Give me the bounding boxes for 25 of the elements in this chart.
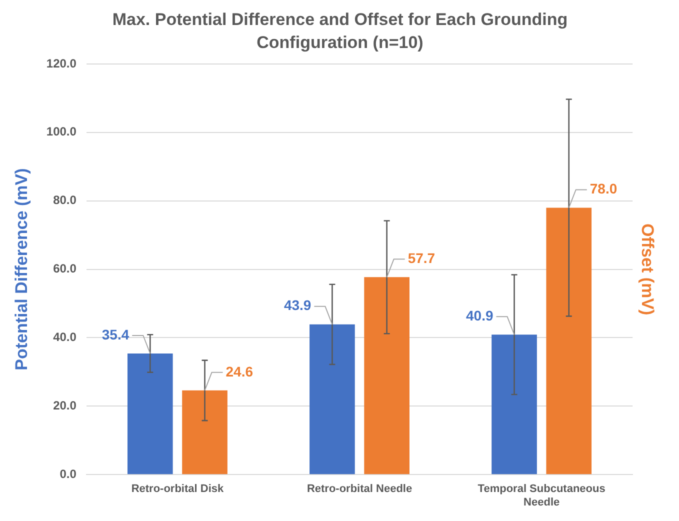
y-tick-label: 80.0 bbox=[53, 193, 77, 208]
x-tick-label: Retro-orbital Needle bbox=[306, 483, 412, 496]
x-tick-label: Retro-orbital Disk bbox=[131, 483, 224, 496]
y-tick-label: 0.0 bbox=[60, 466, 77, 481]
bar bbox=[364, 277, 410, 474]
bar bbox=[127, 353, 173, 474]
y-axis-title: Potential Difference (mV) bbox=[12, 168, 31, 370]
y-tick-label: 120.0 bbox=[46, 56, 77, 70]
y2-axis-title: Offset (mV) bbox=[638, 223, 658, 316]
data-label: 57.7 bbox=[408, 250, 436, 266]
bar bbox=[546, 208, 592, 474]
x-tick-label: Temporal Subcutaneous Needle bbox=[478, 483, 606, 508]
bar bbox=[492, 334, 537, 474]
data-label: 43.9 bbox=[284, 297, 312, 314]
data-label: 24.6 bbox=[226, 363, 254, 380]
y-tick-label: 40.0 bbox=[53, 330, 77, 344]
y-tick-label: 100.0 bbox=[46, 124, 77, 139]
bar bbox=[182, 390, 228, 474]
data-label: 35.4 bbox=[102, 326, 130, 342]
y-tick-label: 20.0 bbox=[53, 398, 77, 412]
data-label: 78.0 bbox=[590, 180, 618, 197]
data-label: 40.9 bbox=[466, 308, 494, 324]
bar bbox=[310, 324, 355, 474]
chart-title: Max. Potential Difference and Offset for Each Grounding Configuration (n=10) bbox=[111, 9, 569, 54]
y-tick-label: 60.0 bbox=[53, 262, 77, 276]
